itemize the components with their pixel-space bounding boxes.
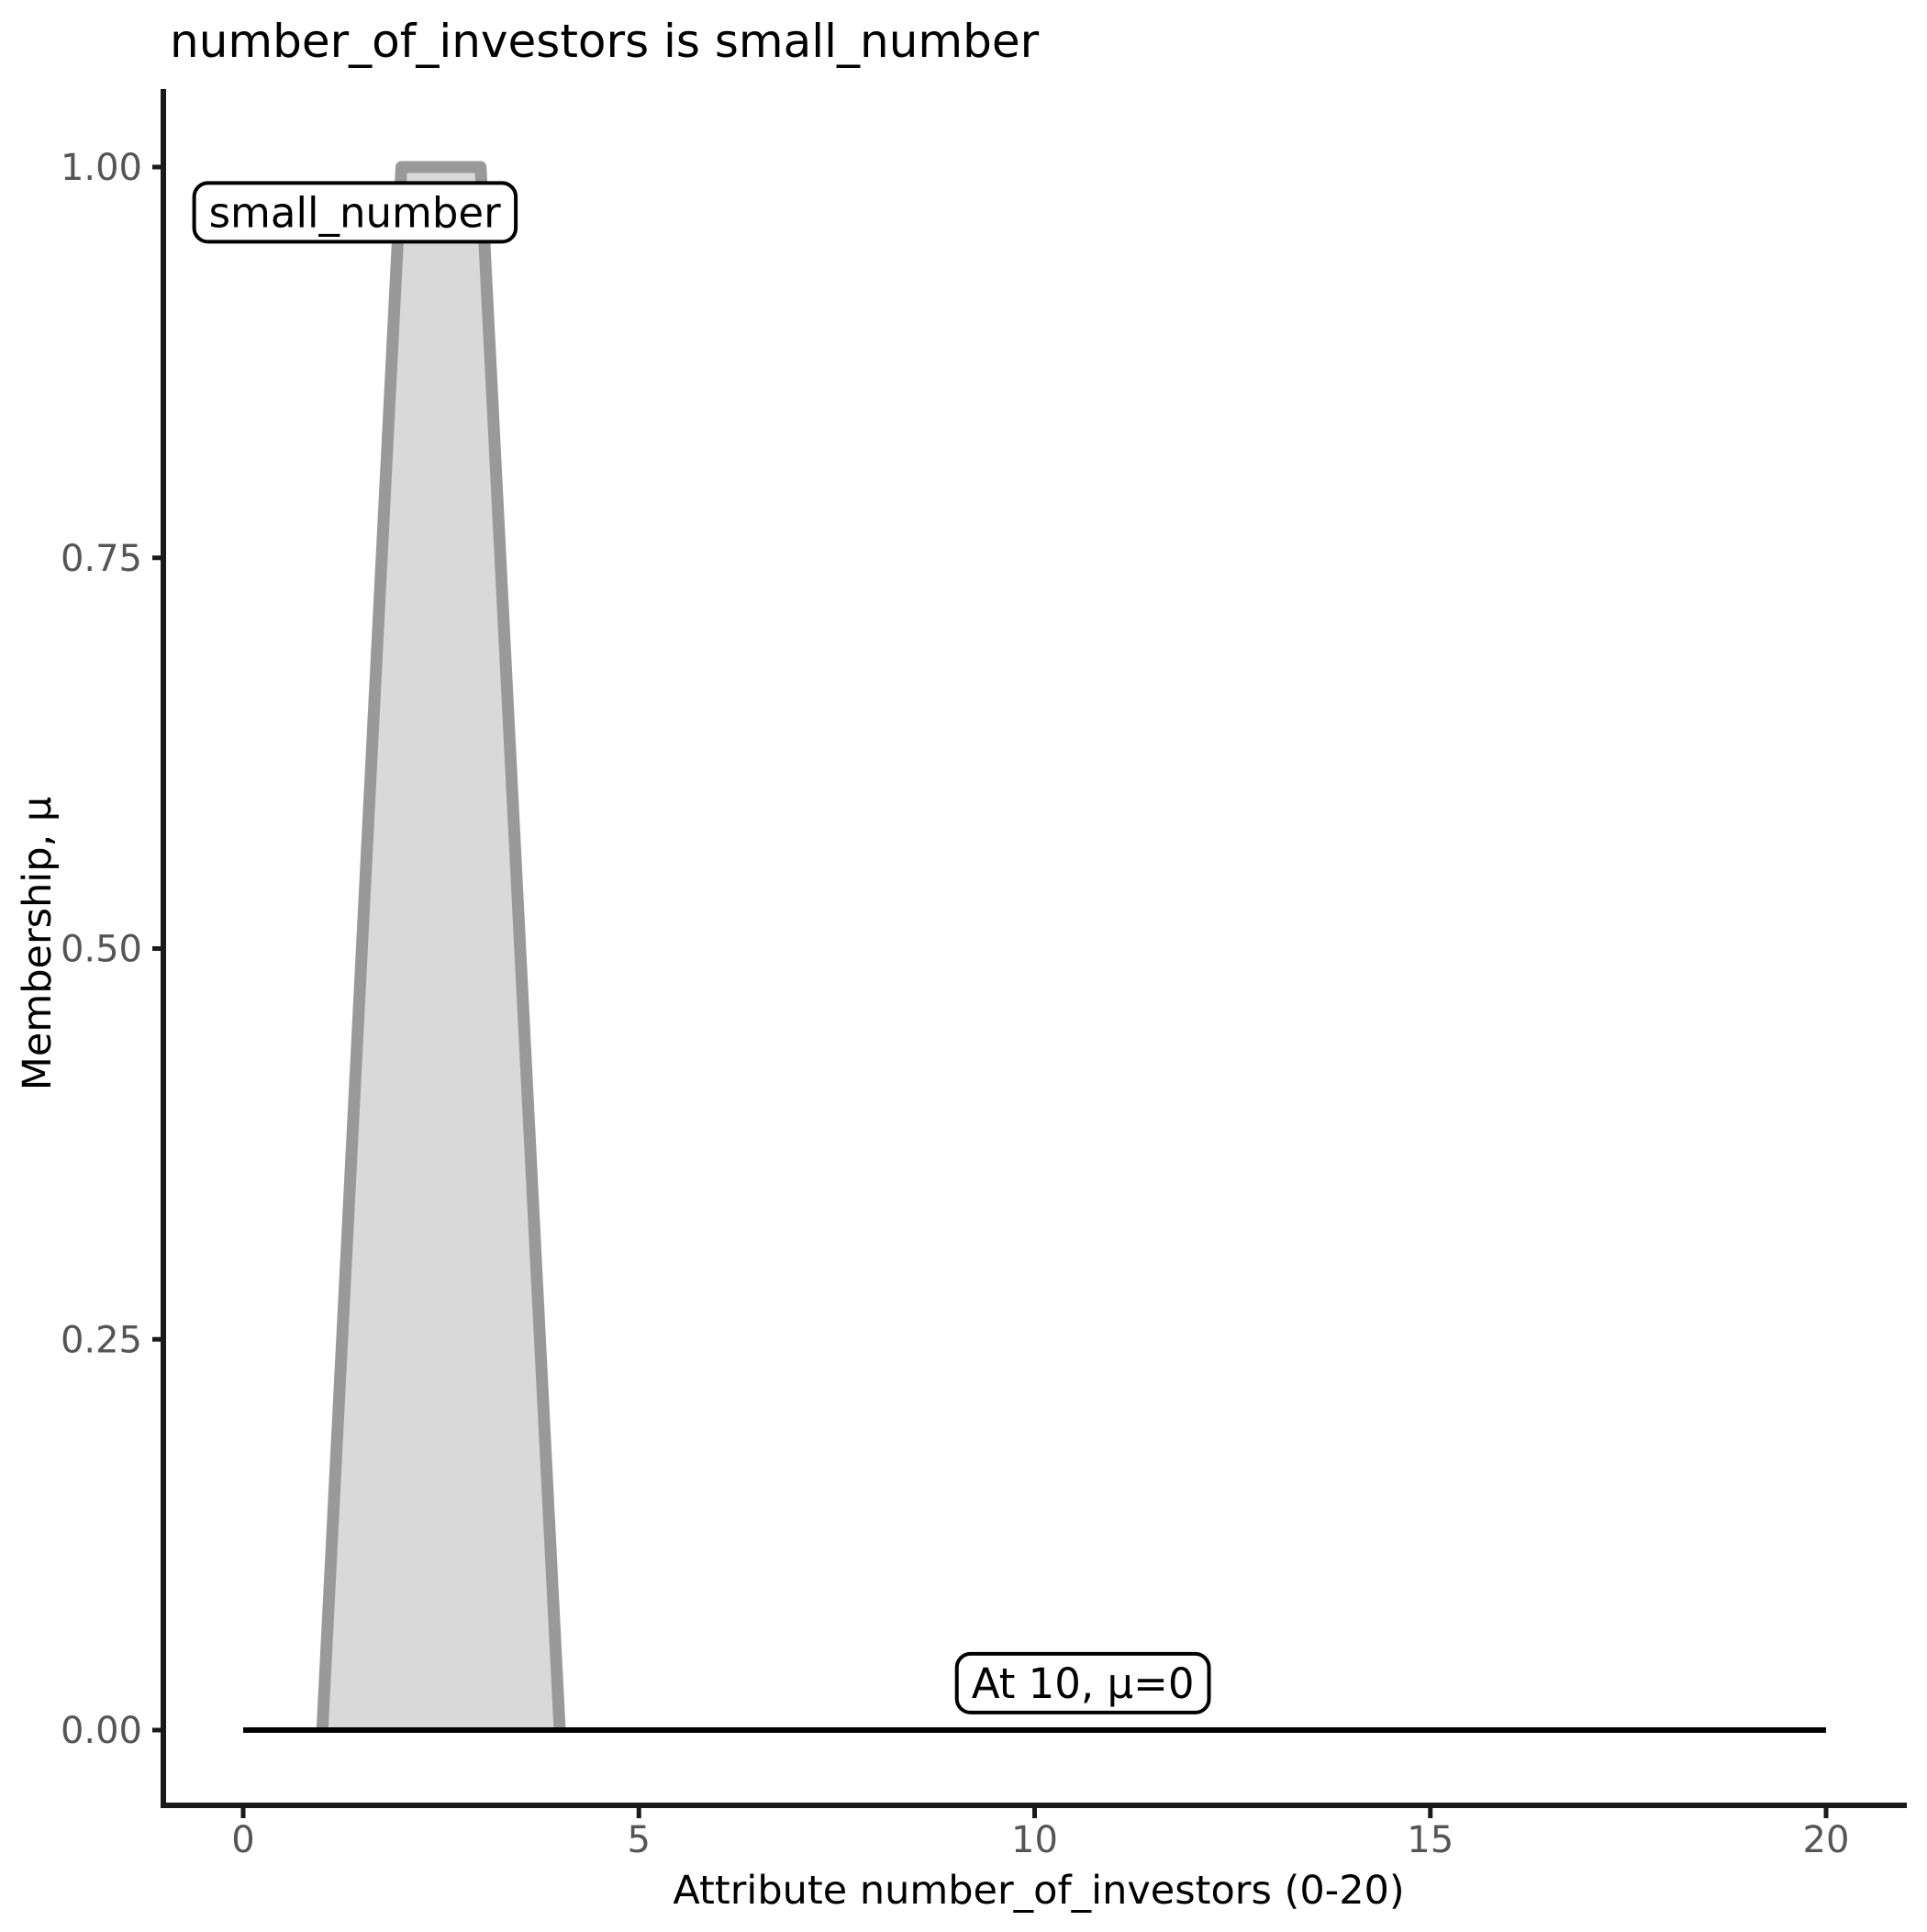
series-layer [243, 161, 1826, 1733]
y-axis-label: Membership, μ [15, 797, 61, 1090]
x-axis-label: Attribute number_of_investors (0-20) [673, 1868, 1404, 1914]
annotation-box [192, 181, 518, 244]
small-number-membership-outline [316, 161, 566, 1731]
annotation-layer: small_number At 10, μ=0 [192, 181, 1211, 1714]
value-label-annotation: At 10, μ=0 [954, 1651, 1211, 1714]
x-axis-ticks: 0 5 10 15 20 [231, 1805, 1849, 1861]
x-tick-label: 15 [1407, 1819, 1454, 1861]
x-tick-label: 10 [1011, 1819, 1058, 1861]
annotation-box [954, 1651, 1211, 1714]
chart-title: number_of_investors is small_number [170, 15, 1040, 68]
annotation-label: At 10, μ=0 [972, 1659, 1195, 1708]
y-tick-label: 0.25 [61, 1319, 142, 1361]
x-tick-label: 20 [1803, 1819, 1850, 1861]
y-tick-label: 0.75 [61, 538, 142, 580]
y-tick-label: 0.50 [61, 929, 142, 971]
annotation-label: small_number [209, 188, 501, 237]
term-label-annotation: small_number [192, 181, 518, 244]
y-axis-ticks: 0.00 0.25 0.50 0.75 1.00 [61, 147, 163, 1752]
y-tick-label: 0.00 [61, 1710, 142, 1752]
x-tick-label: 0 [231, 1819, 254, 1861]
y-tick-label: 1.00 [61, 147, 142, 189]
x-tick-label: 5 [628, 1819, 651, 1861]
